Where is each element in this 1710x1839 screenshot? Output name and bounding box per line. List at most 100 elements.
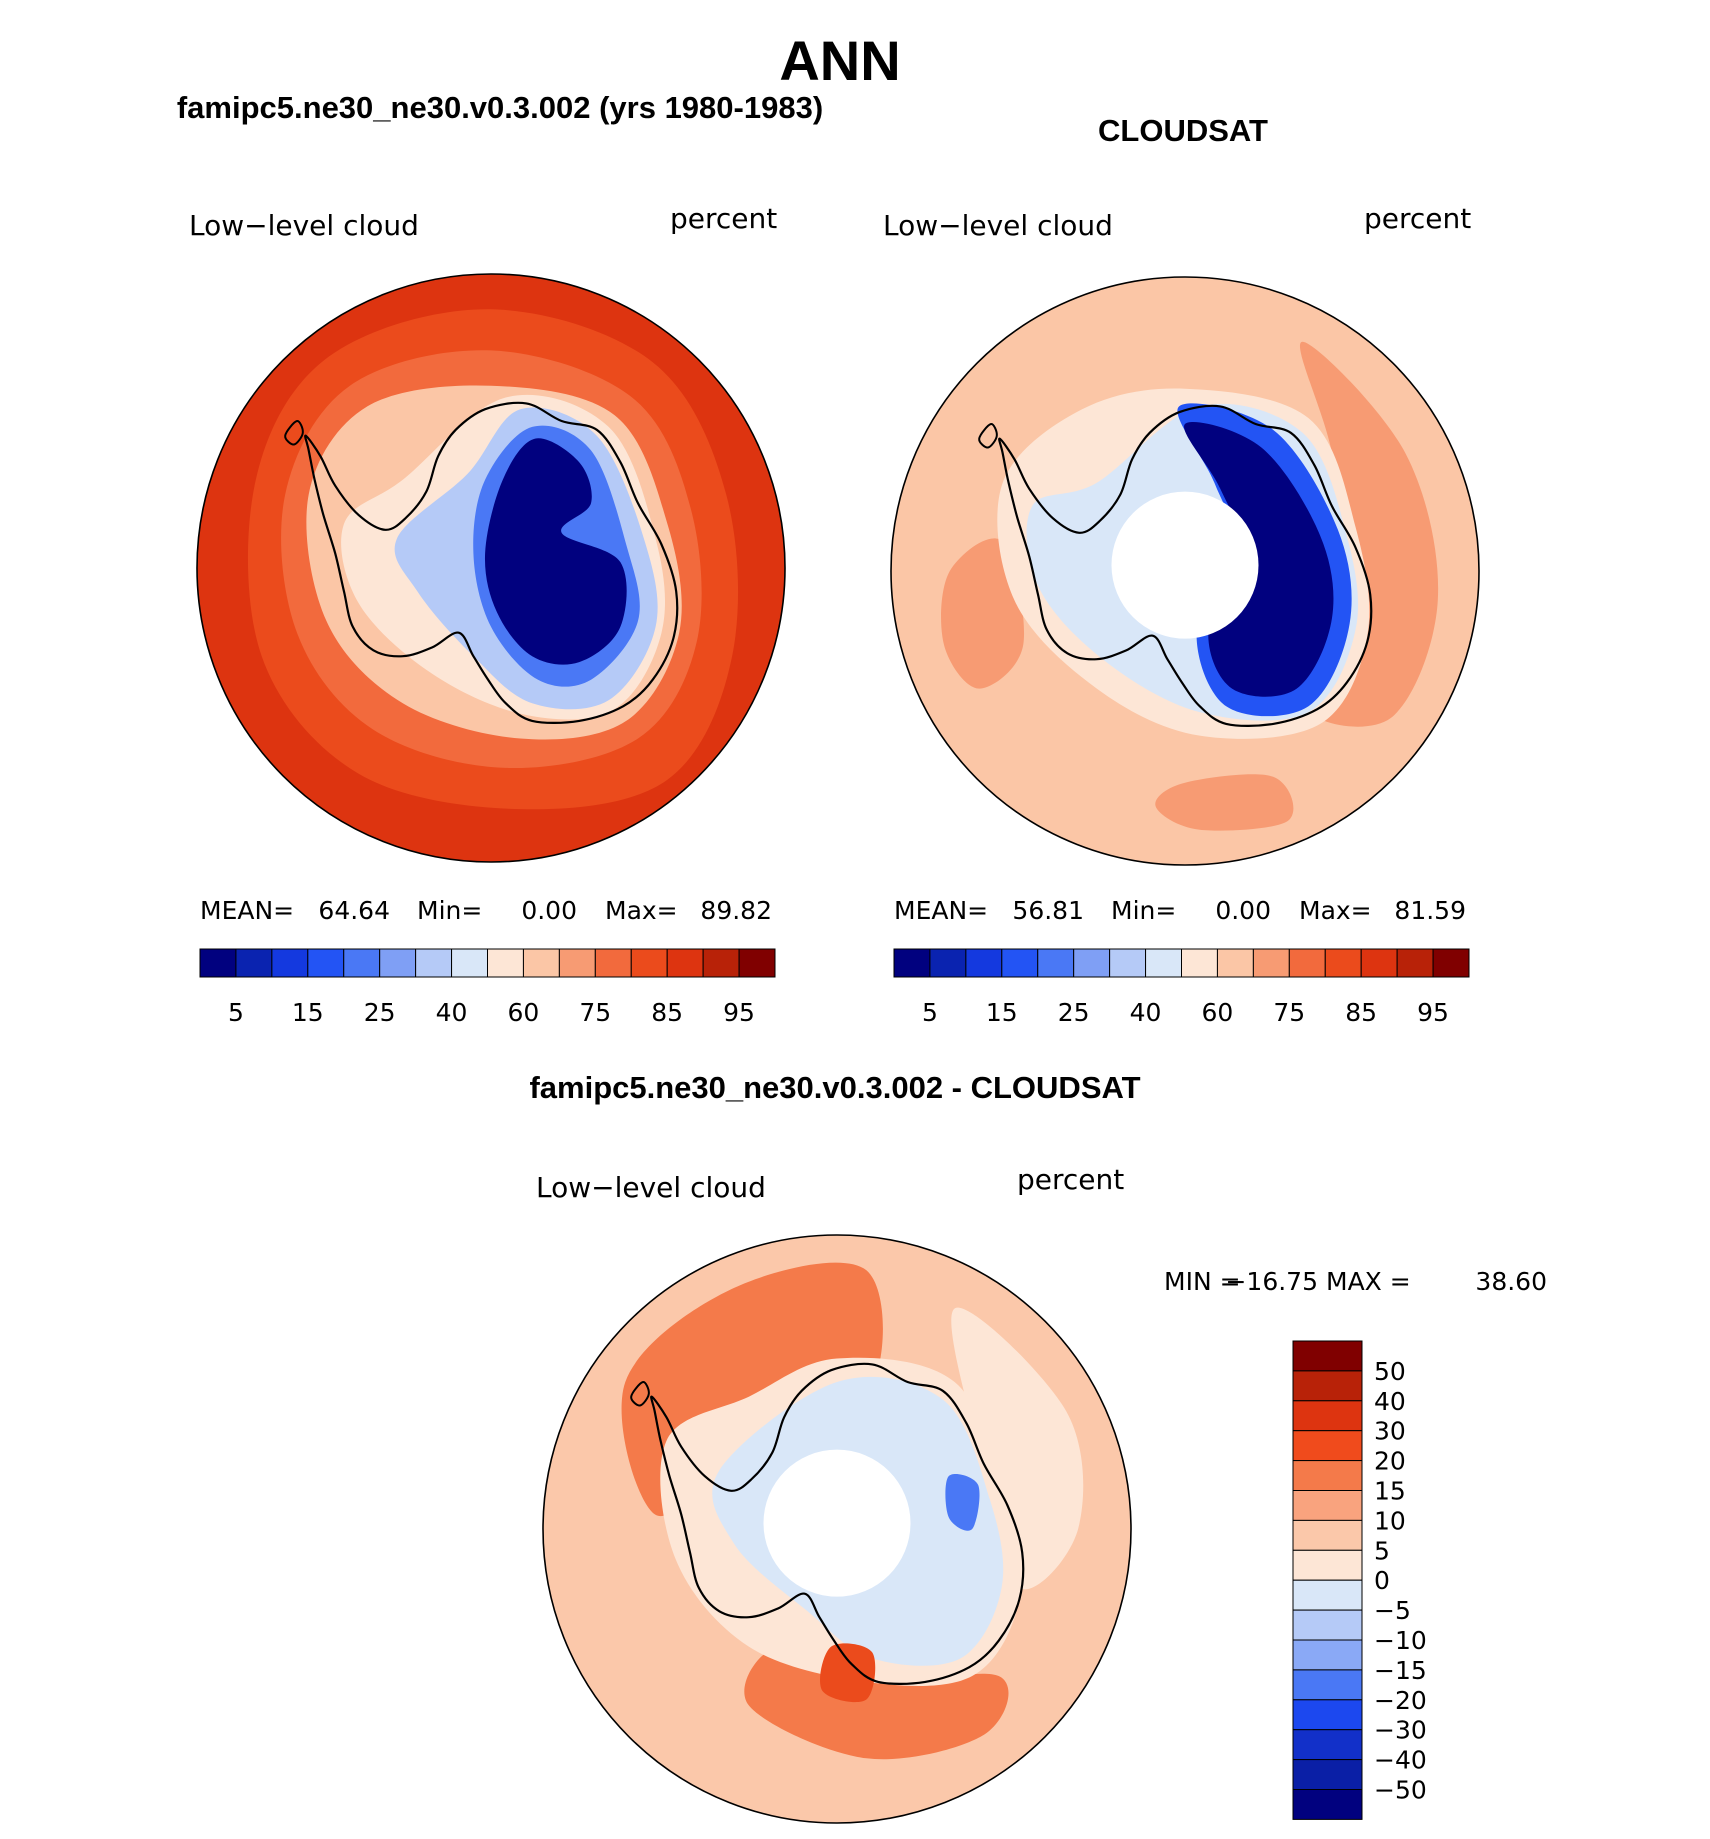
panel-2-title: CLOUDSAT <box>1098 113 1268 148</box>
colorbar-1-tick-3: 40 <box>436 998 468 1027</box>
missing-data-hole <box>763 1449 911 1597</box>
colorbar-2-tick-1: 15 <box>986 998 1018 1027</box>
colorbar-2-box-0 <box>893 948 931 978</box>
colorbar-1-box-9 <box>522 948 560 978</box>
colorbar-3-tick-9: −10 <box>1374 1626 1427 1655</box>
colorbar-1-box-11 <box>594 948 632 978</box>
panel-1-max-value: 89.82 <box>700 896 772 925</box>
colorbar-3-tick-13: −40 <box>1374 1746 1427 1775</box>
colorbar-3-tick-3: 20 <box>1374 1447 1406 1476</box>
colorbar-3-tick-6: 5 <box>1374 1536 1390 1565</box>
panel-2-mean-value: 56.81 <box>1012 896 1084 925</box>
panel-1-title: famipc5.ne30_ne30.v0.3.002 (yrs 1980-198… <box>177 90 823 125</box>
antarctica-coastline <box>304 401 679 724</box>
figure-title: ANN <box>779 29 901 92</box>
panel-2-variable-label: Low−level cloud <box>883 209 1113 242</box>
panel-2-units-label: percent <box>1364 202 1471 235</box>
colorbar-3-box-1 <box>1292 1370 1363 1402</box>
colorbar-2-box-4 <box>1037 948 1075 978</box>
antarctica-coastline <box>650 1362 1025 1685</box>
polar-map-2 <box>890 276 1480 866</box>
panel-3-max-label: MAX = <box>1326 1267 1411 1296</box>
panel-1-mean-value: 64.64 <box>318 896 390 925</box>
peninsula-coastline <box>630 1381 650 1407</box>
colorbar-1-box-1 <box>235 948 273 978</box>
colorbar-2-box-3 <box>1001 948 1039 978</box>
colorbar-3-box-11 <box>1292 1669 1363 1701</box>
panel-2-min-label: Min= <box>1111 896 1176 925</box>
colorbar-2-box-6 <box>1109 948 1147 978</box>
colorbar-2-box-1 <box>929 948 967 978</box>
colorbar-2-tick-4: 60 <box>1202 998 1234 1027</box>
colorbar-3-box-8 <box>1292 1579 1363 1611</box>
colorbar-3-tick-12: −30 <box>1374 1716 1427 1745</box>
colorbar-1-tick-0: 5 <box>228 998 244 1027</box>
colorbar-1-box-2 <box>271 948 309 978</box>
colorbar-3-box-2 <box>1292 1400 1363 1432</box>
colorbar-2-box-2 <box>965 948 1003 978</box>
colorbar-3-tick-10: −15 <box>1374 1656 1427 1685</box>
colorbar-1-tick-7: 95 <box>723 998 755 1027</box>
colorbar-1-box-8 <box>487 948 524 978</box>
colorbar-1-box-4 <box>343 948 381 978</box>
colorbar-1-tick-1: 15 <box>292 998 324 1027</box>
panel-1-min-value: 0.00 <box>521 896 577 925</box>
colorbar-1-box-3 <box>307 948 345 978</box>
colorbar-3-box-4 <box>1292 1460 1363 1491</box>
colorbar-2-box-13 <box>1360 948 1398 978</box>
colorbar-3-tick-4: 15 <box>1374 1477 1406 1506</box>
panel-2-max-value: 81.59 <box>1394 896 1466 925</box>
panel-3-title: famipc5.ne30_ne30.v0.3.002 - CLOUDSAT <box>529 1070 1140 1105</box>
colorbar-2-tick-0: 5 <box>922 998 938 1027</box>
colorbar-2-tick-7: 95 <box>1417 998 1449 1027</box>
colorbar-3-tick-2: 30 <box>1374 1417 1406 1446</box>
colorbar-3-tick-11: −20 <box>1374 1686 1427 1715</box>
colorbar-1-tick-4: 60 <box>508 998 540 1027</box>
field-contour-2 <box>951 1307 1084 1590</box>
panel-2-colorbar-group: MEAN= 56.81 Min= 0.00 Max= 81.59 5 15 25 40 60 75 85… <box>893 896 1470 1027</box>
colorbar-1-box-14 <box>702 948 740 978</box>
colorbar-2-tick-5: 75 <box>1273 998 1305 1027</box>
colorbar-2-box-5 <box>1073 948 1111 978</box>
colorbar-1-tick-5: 75 <box>579 998 611 1027</box>
colorbar-2-tick-6: 85 <box>1345 998 1377 1027</box>
panel-2-mean-label: MEAN= <box>894 896 988 925</box>
map-field <box>891 277 1479 865</box>
colorbar-2-box-12 <box>1324 948 1362 978</box>
field-contour-1 <box>941 538 1025 689</box>
missing-data-hole <box>1111 491 1259 639</box>
colorbar-3-box-13 <box>1292 1729 1363 1761</box>
colorbar-3-tick-0: 50 <box>1374 1357 1406 1386</box>
field-contour-6 <box>820 1643 876 1703</box>
panel-2-min-value: 0.00 <box>1215 896 1271 925</box>
colorbar-2-box-7 <box>1145 948 1182 978</box>
colorbar-3-box-12 <box>1292 1699 1363 1731</box>
panel-1-min-label: Min= <box>417 896 482 925</box>
colorbar-1-tick-6: 85 <box>651 998 683 1027</box>
map-boundary <box>542 1234 1132 1824</box>
colorbar-1-box-0 <box>199 948 237 978</box>
colorbar-3-tick-7: 0 <box>1374 1566 1390 1595</box>
colorbar-2-box-10 <box>1252 948 1290 978</box>
field-contour-5 <box>945 1473 980 1531</box>
map-boundary <box>890 276 1480 866</box>
colorbar-2-tick-3: 40 <box>1130 998 1162 1027</box>
colorbar-3-tick-1: 40 <box>1374 1387 1406 1416</box>
panel-1-units-label: percent <box>670 202 777 235</box>
antarctica-coastline <box>998 404 1373 727</box>
colorbar-1-tick-2: 25 <box>364 998 396 1027</box>
panel-3-max-value: 38.60 <box>1475 1267 1547 1296</box>
panel-2-max-label: Max= <box>1299 896 1372 925</box>
panel-1-variable-label: Low−level cloud <box>189 209 419 242</box>
panel-3-units-label: percent <box>1017 1163 1124 1196</box>
colorbar-1-box-15 <box>738 948 776 978</box>
colorbar-3-box-10 <box>1292 1639 1363 1671</box>
colorbar-3-tick-14: −50 <box>1374 1776 1427 1805</box>
colorbar-3-box-6 <box>1292 1519 1363 1551</box>
panel-1-max-label: Max= <box>605 896 678 925</box>
colorbar-3-box-0 <box>1292 1340 1363 1372</box>
colorbar-2-box-11 <box>1288 948 1326 978</box>
colorbar-3-box-5 <box>1292 1490 1363 1521</box>
field-contour-6 <box>484 438 627 665</box>
map-boundary <box>196 273 786 863</box>
